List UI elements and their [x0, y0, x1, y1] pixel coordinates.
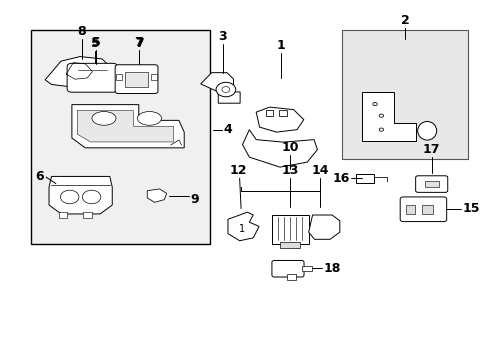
Polygon shape	[227, 212, 259, 241]
Polygon shape	[72, 105, 184, 148]
Text: 1: 1	[238, 224, 244, 234]
Bar	[271, 215, 308, 244]
Bar	[265, 110, 273, 116]
Bar	[59, 212, 67, 217]
Circle shape	[61, 190, 79, 204]
Text: 5: 5	[92, 36, 101, 49]
Text: 2: 2	[400, 14, 408, 27]
Ellipse shape	[417, 122, 436, 140]
Text: 14: 14	[310, 164, 328, 177]
Text: 10: 10	[281, 141, 298, 154]
Text: 4: 4	[223, 123, 231, 136]
Polygon shape	[362, 93, 415, 141]
Polygon shape	[147, 189, 166, 202]
Text: 9: 9	[190, 193, 198, 206]
Text: 7: 7	[135, 37, 143, 50]
Bar	[356, 174, 373, 183]
Bar	[405, 204, 414, 214]
Bar	[280, 242, 300, 248]
Text: 13: 13	[281, 164, 298, 177]
Bar	[83, 212, 91, 217]
Polygon shape	[242, 130, 317, 167]
Bar	[125, 72, 147, 87]
Circle shape	[378, 128, 383, 131]
Bar	[279, 110, 286, 116]
Polygon shape	[77, 111, 173, 142]
Text: 12: 12	[229, 164, 246, 177]
FancyBboxPatch shape	[67, 63, 117, 92]
Circle shape	[216, 82, 235, 97]
Polygon shape	[45, 57, 111, 87]
FancyBboxPatch shape	[115, 65, 158, 94]
Text: 3: 3	[218, 30, 226, 43]
Bar	[301, 266, 312, 271]
Bar	[116, 74, 122, 81]
FancyBboxPatch shape	[415, 176, 447, 192]
Bar	[341, 30, 467, 158]
Polygon shape	[201, 73, 240, 103]
Bar	[421, 204, 432, 214]
Bar	[286, 274, 296, 280]
Polygon shape	[256, 107, 303, 132]
Ellipse shape	[92, 112, 116, 125]
Ellipse shape	[137, 112, 161, 125]
Text: 6: 6	[36, 170, 44, 183]
Text: 15: 15	[461, 202, 479, 215]
Text: 1: 1	[276, 39, 285, 52]
Bar	[30, 30, 210, 244]
Text: 18: 18	[323, 262, 341, 275]
Text: 7: 7	[134, 36, 142, 49]
Bar	[151, 74, 157, 81]
Text: 8: 8	[77, 25, 86, 38]
Text: 5: 5	[91, 37, 100, 50]
Polygon shape	[49, 176, 112, 214]
Polygon shape	[308, 215, 339, 239]
Circle shape	[82, 190, 101, 204]
Circle shape	[372, 103, 376, 106]
Bar	[424, 181, 438, 186]
Circle shape	[222, 87, 229, 93]
Circle shape	[378, 114, 383, 117]
Text: 16: 16	[332, 172, 349, 185]
Text: 17: 17	[422, 143, 440, 156]
FancyBboxPatch shape	[271, 260, 304, 277]
FancyBboxPatch shape	[399, 197, 446, 222]
